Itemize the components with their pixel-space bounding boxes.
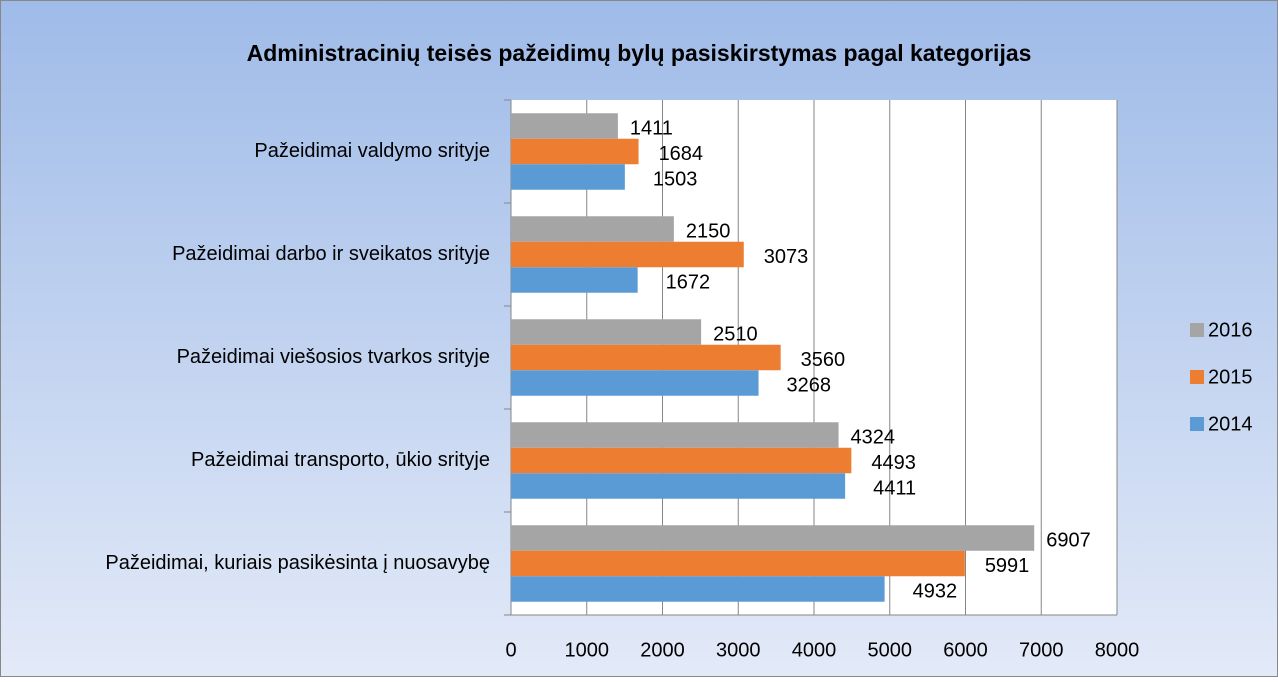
- x-tick-label: 8000: [1095, 639, 1140, 661]
- legend-swatch: [1190, 323, 1204, 337]
- data-label: 1411: [630, 117, 673, 139]
- data-label: 1503: [653, 168, 698, 190]
- y-tick-label: Pažeidimai transporto, ūkio srityje: [191, 449, 490, 471]
- y-tick-label: Pažeidimai darbo ir sveikatos srityje: [172, 243, 490, 265]
- bar: [511, 164, 625, 190]
- bar: [511, 267, 638, 293]
- bar: [511, 241, 744, 268]
- legend-label: 2016: [1208, 319, 1253, 341]
- legend-label: 2015: [1208, 366, 1253, 388]
- x-tick-label: 6000: [943, 639, 988, 661]
- bar: [511, 319, 702, 345]
- bar: [511, 550, 965, 577]
- data-label: 3073: [764, 246, 809, 268]
- bar: [511, 447, 852, 474]
- bar: [511, 113, 618, 139]
- x-tick-label: 4000: [792, 639, 837, 661]
- legend-swatch: [1190, 370, 1204, 384]
- data-label: 3268: [787, 374, 832, 396]
- y-tick-label: Pažeidimai valdymo srityje: [254, 140, 490, 162]
- data-label: 4324: [851, 426, 896, 448]
- x-tick-label: 1000: [565, 639, 610, 661]
- bar: [511, 422, 839, 448]
- bar: [511, 344, 781, 371]
- data-label: 6907: [1046, 529, 1091, 551]
- x-tick-label: 7000: [1019, 639, 1064, 661]
- x-tick-label: 3000: [716, 639, 761, 661]
- data-label: 3560: [801, 349, 846, 371]
- data-label: 4411: [873, 477, 916, 499]
- y-tick-label: Pažeidimai viešosios tvarkos srityje: [177, 346, 490, 368]
- bar: [511, 370, 759, 396]
- data-label: 5991: [985, 555, 1030, 577]
- bar: [511, 216, 674, 242]
- data-label: 2150: [686, 220, 731, 242]
- legend-swatch: [1190, 417, 1204, 431]
- data-label: 1672: [666, 271, 711, 293]
- bar: [511, 576, 885, 602]
- data-label: 4932: [913, 580, 958, 602]
- x-tick-label: 2000: [640, 639, 685, 661]
- bar: [511, 525, 1035, 551]
- chart-title: Administracinių teisės pažeidimų bylų pa…: [247, 40, 1032, 66]
- data-label: 1684: [659, 143, 704, 165]
- legend-label: 2014: [1208, 413, 1253, 435]
- data-label: 2510: [713, 323, 758, 345]
- x-tick-label: 0: [505, 639, 516, 661]
- data-label: 4493: [871, 452, 916, 474]
- bar: [511, 138, 639, 165]
- x-tick-label: 5000: [868, 639, 913, 661]
- bar: [511, 473, 846, 499]
- y-tick-label: Pažeidimai, kuriais pasikėsinta į nuosav…: [105, 552, 490, 574]
